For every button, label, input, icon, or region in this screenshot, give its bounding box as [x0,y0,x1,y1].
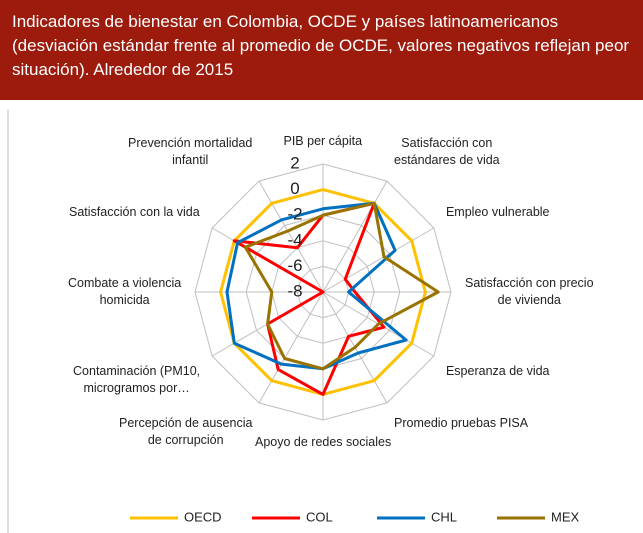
category-label: Apoyo de redes sociales [255,435,392,449]
category-label: Empleo vulnerable [445,205,550,219]
category-label: PIB per cápita [283,134,363,148]
category-label: Promedio pruebas PISA [394,415,529,430]
category-label: Satisfacción con la vida [69,205,200,219]
category-label: Contaminación (PM10, microgramos por… [73,364,201,395]
category-label: Satisfacción con precio de vivienda [465,276,594,307]
legend-label: MEX [551,509,580,524]
spoke [322,227,435,293]
tick-label: 2 [290,153,299,172]
legend-label: CHL [431,509,457,524]
chart-title: Indicadores de bienestar en Colombia, OC… [0,0,643,100]
tick-label: -6 [287,256,302,275]
category-label: Combate a violencia homicida [68,276,182,307]
category-label: Percepción de ausencia de corrupción [119,415,253,447]
category-label: Prevención mortalidad infantil [128,136,253,168]
spoke [258,180,324,293]
tick-label: 0 [290,179,299,198]
series-line [243,201,440,371]
spoke [322,180,388,293]
category-label: Esperanza de vida [445,364,550,378]
legend-label: COL [306,509,333,524]
spoke [258,291,324,404]
category-label: Satisfacción con estándares de vida [394,136,500,168]
tick-label: -4 [287,230,302,249]
tick-label: -2 [287,205,302,224]
tick-label: -8 [287,281,302,300]
series-line [232,201,386,396]
legend-label: OECD [184,509,222,524]
